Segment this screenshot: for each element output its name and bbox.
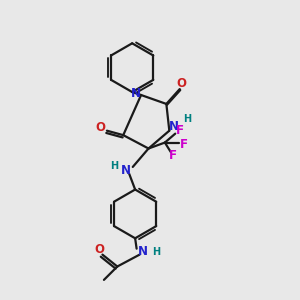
Text: H: H [183,114,191,124]
Text: F: F [176,124,184,136]
Text: O: O [94,243,104,256]
Text: H: H [110,161,118,171]
Text: N: N [169,120,179,133]
Text: N: N [131,87,141,100]
Text: H: H [152,247,160,256]
Text: N: N [138,245,148,258]
Text: F: F [180,138,188,151]
Text: O: O [95,121,105,134]
Text: F: F [169,149,177,162]
Text: O: O [176,77,186,90]
Text: N: N [121,164,130,177]
